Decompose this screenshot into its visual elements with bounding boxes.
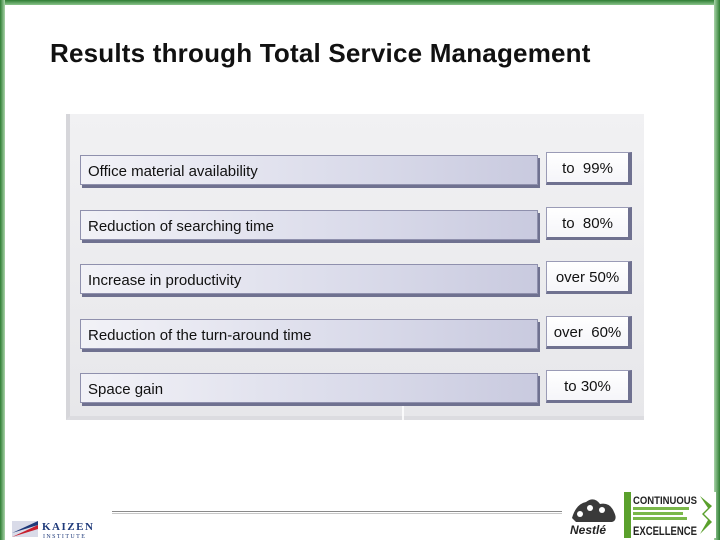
result-row-searching-time: Reduction of searching time to 80% xyxy=(80,207,636,242)
slide-frame-left xyxy=(0,0,5,540)
kaizen-logo-subtext: INSTITUTE xyxy=(43,534,86,540)
result-value: over 50% xyxy=(555,269,620,286)
nestle-logo-text: Nestlé xyxy=(570,523,606,537)
result-label-box: Reduction of the turn-around time xyxy=(80,319,538,349)
result-row-turn-around-time: Reduction of the turn-around time over 6… xyxy=(80,316,636,351)
result-row-space-gain: Space gain to 30% xyxy=(80,370,636,405)
result-value: to 99% xyxy=(562,160,613,177)
footer-divider-shadow xyxy=(112,513,562,514)
result-value-box: over 60% xyxy=(546,316,632,349)
result-label: Space gain xyxy=(88,381,164,398)
result-label: Reduction of the turn-around time xyxy=(88,327,312,344)
nestle-logo: Nestlé xyxy=(570,499,616,537)
ce-logo-line1: CONTINUOUS xyxy=(633,495,697,507)
kaizen-institute-logo: KAIZEN INSTITUTE xyxy=(12,521,94,540)
result-label: Reduction of searching time xyxy=(88,218,274,235)
slide-frame-right xyxy=(714,0,720,540)
result-label-box: Increase in productivity xyxy=(80,264,538,294)
slide-frame-top xyxy=(0,0,720,5)
result-value-box: to 30% xyxy=(546,370,632,403)
footer-divider xyxy=(112,511,562,512)
kaizen-logo-text: KAIZEN xyxy=(42,521,94,533)
slide-title: Results through Total Service Management xyxy=(50,38,591,68)
result-value-box: to 80% xyxy=(546,207,632,240)
result-value: to 30% xyxy=(564,378,611,395)
result-label: Office material availability xyxy=(88,163,258,180)
result-label-box: Reduction of searching time xyxy=(80,210,538,240)
result-value-box: to 99% xyxy=(546,152,632,185)
result-label-box: Office material availability xyxy=(80,155,538,185)
ce-logo-line2: EXCELLENCE xyxy=(633,524,697,538)
continuous-excellence-logo: CONTINUOUS EXCELLENCE xyxy=(624,492,716,538)
result-label: Increase in productivity xyxy=(88,272,242,289)
result-row-office-material: Office material availability to 99% xyxy=(80,152,636,187)
result-label-box: Space gain xyxy=(80,373,538,403)
result-value-box: over 50% xyxy=(546,261,632,294)
panel-divider xyxy=(402,400,404,420)
result-value: over 60% xyxy=(553,324,622,341)
result-value: to 80% xyxy=(562,215,613,232)
result-row-productivity: Increase in productivity over 50% xyxy=(80,261,636,296)
